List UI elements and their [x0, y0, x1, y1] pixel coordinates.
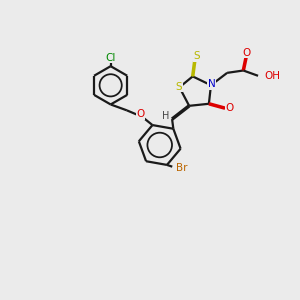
Text: O: O: [243, 48, 251, 58]
Text: H: H: [162, 110, 169, 121]
Text: O: O: [136, 110, 145, 119]
Text: S: S: [176, 82, 182, 92]
Text: OH: OH: [265, 71, 281, 81]
Text: S: S: [193, 51, 200, 62]
Text: Br: Br: [176, 163, 187, 173]
Text: N: N: [208, 79, 216, 89]
Text: Cl: Cl: [106, 53, 116, 63]
Text: O: O: [225, 103, 234, 113]
